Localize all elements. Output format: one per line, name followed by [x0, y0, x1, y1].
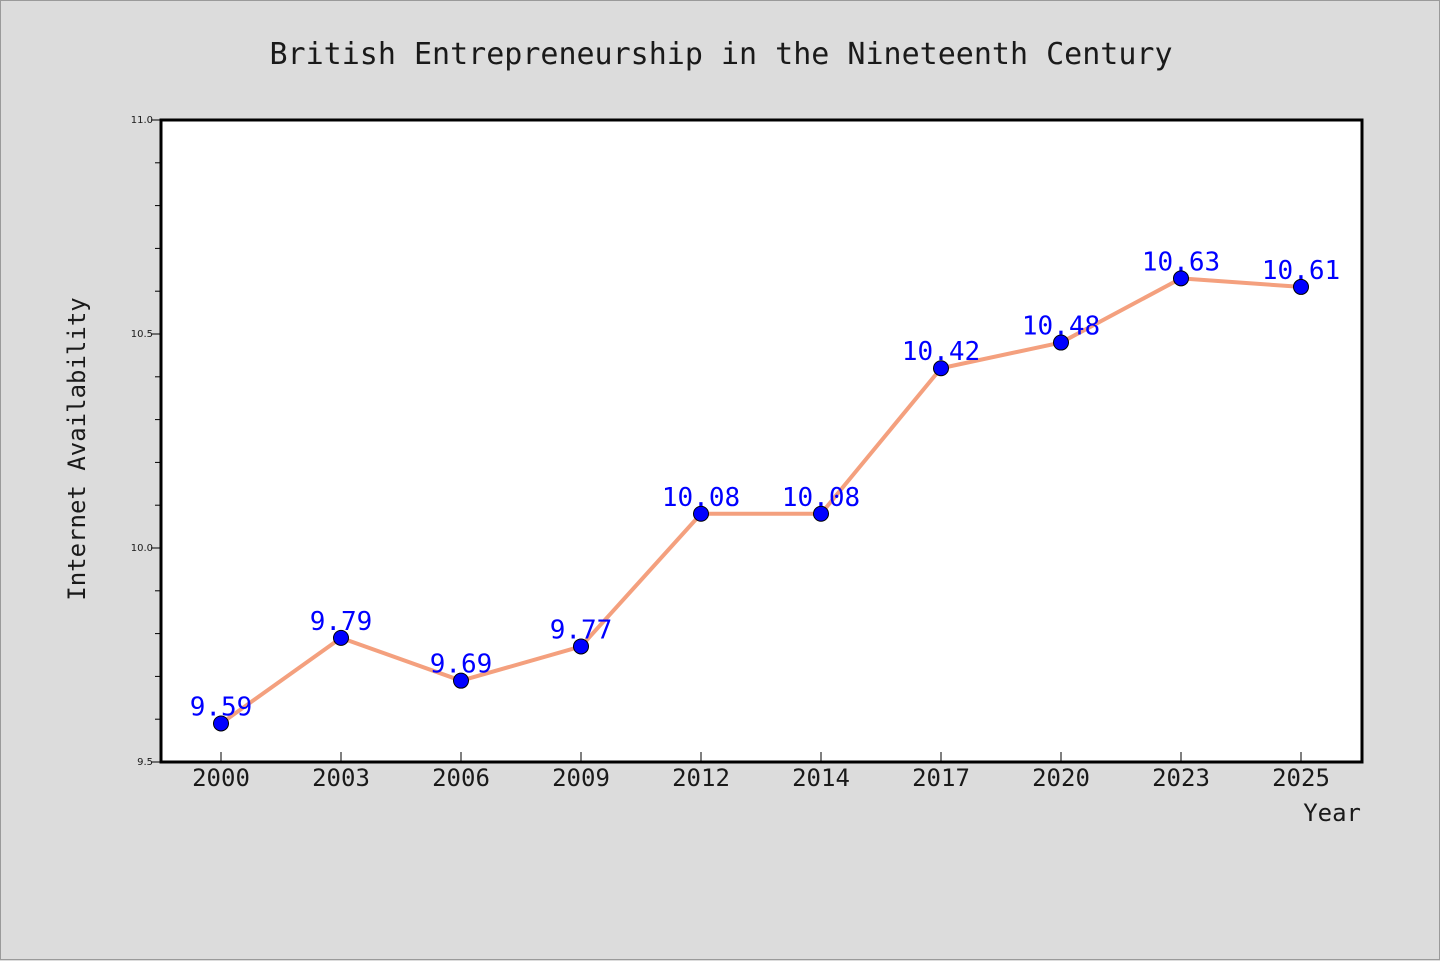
data-point: [453, 672, 469, 689]
y-tick-label: 10.0: [131, 543, 153, 554]
x-axis-tick-labels: 2000 2003 2006 2009 2012 2014 2017 2020 2023 2025: [192, 764, 1330, 792]
y-axis-tick-labels: 9.5 10.0 10.5 11.0: [131, 115, 153, 768]
data-point: [1173, 270, 1189, 287]
y-axis-ticks: [151, 119, 161, 763]
data-point: [213, 715, 229, 732]
data-labels: 9.59 9.79 9.69 9.77 10.08 10.08 10.42 10.48 10.6…: [190, 247, 1340, 722]
x-tick-label: 2000: [192, 764, 250, 792]
x-tick-label: 2017: [912, 764, 970, 792]
x-tick-label: 2009: [552, 764, 610, 792]
data-label: 10.08: [662, 483, 740, 513]
data-point: [813, 505, 829, 522]
data-label: 9.79: [310, 607, 373, 637]
series-markers: [213, 270, 1309, 732]
y-tick-label: 9.5: [137, 757, 153, 768]
x-tick-label: 2025: [1272, 764, 1330, 792]
plot-area: [159, 118, 1364, 764]
data-point: [693, 505, 709, 522]
data-point: [573, 638, 589, 655]
y-tick-label: 10.5: [131, 329, 153, 340]
x-tick-label: 2003: [312, 764, 370, 792]
y-tick-label: 11.0: [131, 115, 153, 126]
data-label: 9.77: [550, 615, 613, 645]
x-tick-label: 2023: [1152, 764, 1210, 792]
data-label: 10.48: [1022, 312, 1100, 342]
x-tick-label: 2020: [1032, 764, 1090, 792]
x-tick-label: 2014: [792, 764, 850, 792]
x-tick-label: 2012: [672, 764, 730, 792]
chart-title: British Entrepreneurship in the Nineteen…: [269, 37, 1172, 72]
data-label: 10.63: [1142, 247, 1220, 277]
data-point: [933, 360, 949, 377]
data-label: 10.08: [782, 483, 860, 513]
data-label: 10.42: [902, 337, 980, 367]
series-line: [219, 276, 1302, 726]
data-point: [1293, 278, 1309, 295]
x-axis-ticks: [220, 752, 1302, 762]
x-axis-label: Year: [1303, 799, 1361, 827]
data-label: 9.59: [190, 692, 253, 722]
data-label: 10.61: [1262, 256, 1340, 286]
data-point: [1053, 334, 1069, 351]
data-label: 9.69: [430, 650, 493, 680]
y-axis-label: Internet Availability: [63, 297, 91, 600]
data-point: [333, 629, 349, 646]
x-tick-label: 2006: [432, 764, 490, 792]
